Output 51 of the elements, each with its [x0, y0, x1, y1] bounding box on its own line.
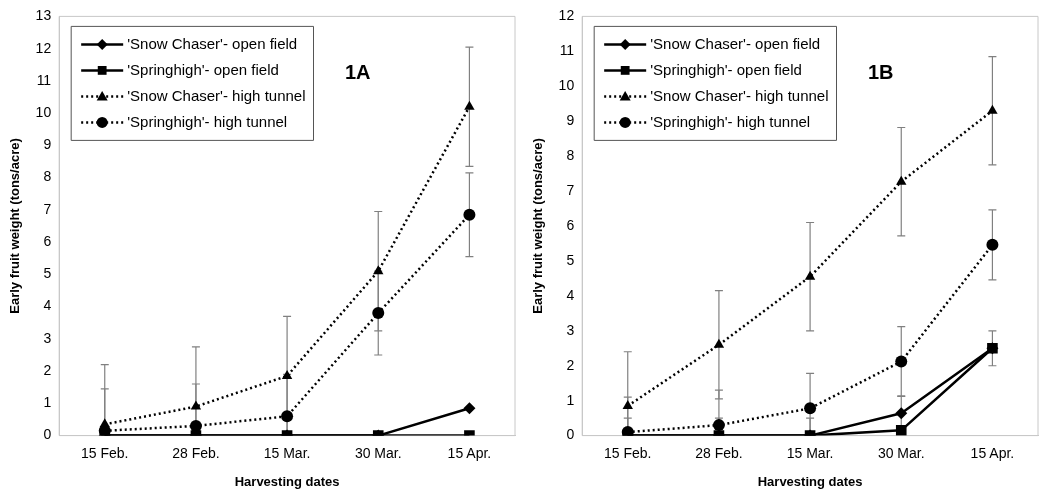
- y-tick-label: 9: [43, 136, 52, 153]
- y-tick-label: 2: [566, 356, 575, 373]
- y-tick-label: 6: [43, 232, 52, 249]
- y-tick-label: 9: [566, 112, 575, 129]
- legend-label: 'Springhigh'- high tunnel: [650, 112, 811, 130]
- y-tick-label: 13: [35, 7, 52, 24]
- y-tick-label: 7: [43, 200, 52, 217]
- y-axis-title: Early fruit weight (tons/acre): [530, 138, 546, 314]
- legend-label: 'Snow Chaser'- open field: [650, 34, 821, 52]
- y-tick-label: 12: [558, 7, 575, 24]
- legend-label: 'Springhigh'- open field: [650, 60, 802, 78]
- y-tick-label: 8: [566, 146, 575, 163]
- y-axis-title: Early fruit weight (tons/acre): [7, 138, 23, 314]
- y-tick-label: 7: [566, 181, 575, 198]
- legend-label: 'Snow Chaser'- open field: [127, 34, 298, 52]
- x-axis-title: Harvesting dates: [757, 473, 863, 489]
- y-tick-label: 10: [558, 77, 575, 94]
- legend-label: 'Snow Chaser'- high tunnel: [650, 86, 829, 104]
- y-tick-label: 6: [566, 216, 575, 233]
- x-tick-label: 15 Apr.: [447, 444, 492, 461]
- y-tick-label: 4: [43, 297, 52, 314]
- x-tick-label: 15 Apr.: [970, 444, 1015, 461]
- x-axis-title: Harvesting dates: [234, 473, 340, 489]
- x-tick-label: 28 Feb.: [695, 444, 743, 461]
- x-tick-label: 15 Mar.: [786, 444, 834, 461]
- legend-label: 'Snow Chaser'- high tunnel: [127, 86, 306, 104]
- y-tick-label: 8: [43, 168, 52, 185]
- x-tick-label: 15 Mar.: [263, 444, 311, 461]
- annotation: 1A: [344, 60, 371, 83]
- y-tick-label: 3: [566, 321, 575, 338]
- y-tick-label: 5: [43, 265, 52, 282]
- y-tick-label: 11: [36, 71, 52, 88]
- y-tick-label: 0: [566, 426, 575, 443]
- y-tick-label: 1: [43, 394, 52, 411]
- x-tick-label: 30 Mar.: [877, 444, 925, 461]
- x-tick-label: 15 Feb.: [81, 444, 129, 461]
- y-tick-label: 1: [566, 391, 575, 408]
- legend-label: 'Springhigh'- high tunnel: [127, 112, 288, 130]
- y-tick-label: 5: [566, 251, 575, 268]
- x-tick-label: 30 Mar.: [354, 444, 402, 461]
- x-tick-label: 15 Feb.: [604, 444, 652, 461]
- y-tick-label: 3: [43, 329, 52, 346]
- y-tick-label: 4: [566, 286, 575, 303]
- legend-label: 'Springhigh'- open field: [127, 60, 279, 78]
- x-tick-label: 28 Feb.: [172, 444, 220, 461]
- y-tick-label: 11: [559, 42, 575, 59]
- annotation: 1B: [867, 60, 894, 83]
- y-tick-label: 2: [43, 361, 52, 378]
- y-tick-label: 0: [43, 426, 52, 443]
- y-tick-label: 12: [35, 39, 52, 56]
- y-tick-label: 10: [35, 104, 52, 120]
